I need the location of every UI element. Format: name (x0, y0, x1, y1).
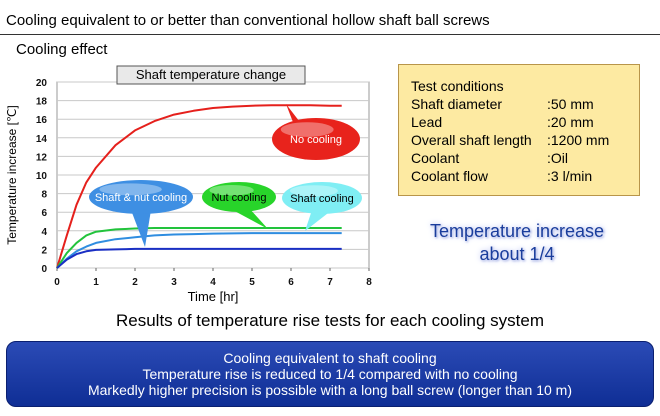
callout-pointer (305, 210, 332, 231)
chart-callouts: No cooling Shaft & nut cooling Nut cooling… (89, 104, 362, 247)
callout-label: Nut cooling (211, 192, 266, 204)
chart-grid (56, 81, 370, 269)
summary-line-1: Cooling equivalent to shaft cooling (223, 350, 437, 366)
y-tick-label: 16 (36, 115, 48, 126)
summary-banner: Cooling equivalent to shaft cooling Temp… (6, 341, 654, 407)
condition-value: :20 mm (547, 114, 594, 130)
y-tick-label: 20 (36, 78, 48, 89)
x-tick-label: 6 (288, 277, 294, 288)
callout-label: Shaft & nut cooling (95, 192, 187, 204)
increase-line-2: about 1/4 (479, 244, 555, 264)
y-tick-label: 10 (36, 171, 48, 182)
callout-shaft-nut-cooling: Shaft & nut cooling (89, 180, 193, 247)
chart-series (56, 104, 342, 269)
condition-value: :Oil (547, 150, 568, 166)
x-tick-label: 3 (171, 277, 177, 288)
section-title: Cooling effect (16, 41, 108, 58)
x-tick-label: 7 (327, 277, 333, 288)
chart-title: Shaft temperature change (136, 67, 286, 82)
condition-label: Coolant flow (411, 168, 489, 184)
callout-label: Shaft cooling (290, 193, 354, 205)
x-tick-label: 2 (132, 277, 138, 288)
temperature-increase-note: Temperature increase about 1/4 (396, 220, 638, 266)
increase-line-1: Temperature increase (429, 221, 605, 241)
x-tick-label: 4 (210, 277, 216, 288)
header-divider (0, 34, 660, 35)
callout-highlight (209, 185, 254, 196)
condition-value: :3 l/min (547, 168, 593, 184)
test-conditions-title: Test conditions (411, 78, 504, 94)
y-tick-label: 8 (41, 190, 47, 201)
x-tick-label: 1 (93, 277, 99, 288)
callout-highlight (290, 185, 338, 197)
y-axis-title: Temperature increase [℃] (5, 105, 19, 245)
chart-title-box: Shaft temperature change (116, 65, 306, 85)
chart-title-frame (116, 65, 306, 85)
y-tick-label: 6 (41, 208, 47, 219)
y-tick-label: 2 (41, 245, 47, 256)
callout-label: No cooling (290, 134, 342, 146)
y-tick-label: 0 (41, 264, 47, 275)
callout-bubble (89, 180, 193, 214)
test-conditions-box: Test conditions Shaft diameter :50 mm Le… (398, 64, 640, 196)
page-header: Cooling equivalent to or better than con… (6, 12, 490, 29)
condition-label: Coolant (411, 150, 460, 166)
x-tick-label: 8 (366, 277, 372, 288)
y-tick-label: 14 (36, 134, 48, 145)
series-line (56, 104, 342, 269)
x-tick-label: 5 (249, 277, 255, 288)
callout-pointer (131, 210, 151, 247)
condition-label: Lead (411, 114, 443, 130)
series-line (56, 227, 342, 269)
callout-bubble (202, 182, 276, 212)
callout-no-cooling: No cooling (272, 104, 360, 160)
y-tick-label: 18 (36, 97, 48, 108)
summary-line-3: Markedly higher precision is possible wi… (87, 382, 572, 398)
x-axis-title: Time [hr] (188, 289, 239, 304)
callout-shaft-cooling: Shaft cooling (282, 182, 362, 231)
condition-label: Overall shaft length (411, 132, 532, 148)
callout-highlight (280, 122, 334, 137)
x-tick-label: 0 (54, 277, 60, 288)
results-caption: Results of temperature rise tests for ea… (115, 311, 544, 330)
callout-pointer (229, 208, 268, 229)
condition-value: :1200 mm (547, 132, 610, 148)
y-tick-label: 4 (41, 227, 47, 238)
callout-bubble (272, 118, 360, 160)
summary-line-2: Temperature rise is reduced to 1/4 compa… (142, 366, 518, 382)
callout-highlight (99, 183, 162, 196)
callout-nut-cooling: Nut cooling (202, 182, 276, 229)
series-line (56, 232, 342, 269)
condition-label: Shaft diameter (411, 96, 503, 112)
condition-value: :50 mm (547, 96, 594, 112)
series-line (56, 247, 342, 269)
callout-bubble (282, 182, 362, 214)
y-tick-label: 12 (36, 152, 48, 163)
